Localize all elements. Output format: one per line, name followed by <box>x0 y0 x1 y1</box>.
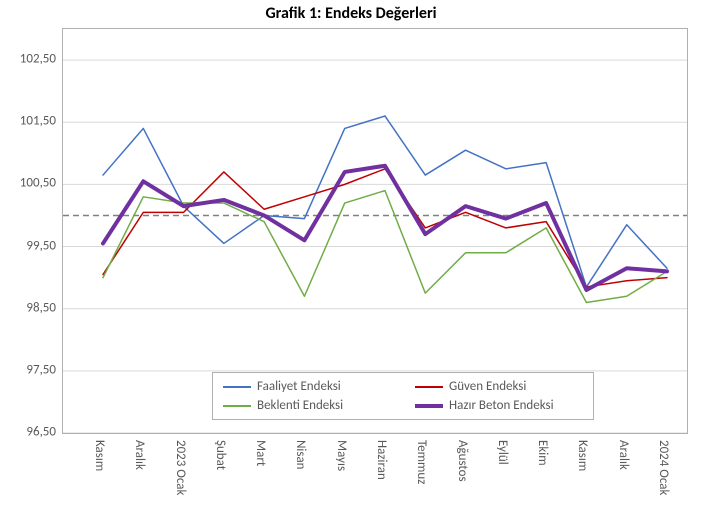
x-tick-label: Şubat <box>213 440 228 470</box>
x-tick-label: Eylül <box>495 440 510 465</box>
legend-swatch <box>415 386 443 388</box>
y-tick-label: 100,50 <box>6 176 56 191</box>
y-tick-label: 96,50 <box>6 425 56 440</box>
series-line-0 <box>103 116 667 287</box>
x-tick-label: Ağustos <box>455 440 470 482</box>
x-tick-label: Kasım <box>92 440 107 471</box>
x-tick-label: 2023 Ocak <box>173 440 188 495</box>
legend-swatch <box>223 405 251 407</box>
legend-item: Güven Endeksi <box>415 379 583 394</box>
x-tick-label: Ekim <box>535 440 550 466</box>
chart-container: Grafik 1: Endeks Değerleri 96,50 97,50 98,… <box>0 0 702 521</box>
legend-label: Faaliyet Endeksi <box>257 379 341 394</box>
y-tick-label: 98,50 <box>6 300 56 315</box>
x-tick-label: Nisan <box>293 440 308 470</box>
y-tick-label: 102,50 <box>6 52 56 67</box>
y-tick-label: 97,50 <box>6 362 56 377</box>
x-tick-label: 2024 Ocak <box>656 440 671 495</box>
legend: Faaliyet Endeksi Güven Endeksi Beklenti En… <box>212 372 594 420</box>
y-tick-label: 101,50 <box>6 114 56 129</box>
y-tick-label: 99,50 <box>6 238 56 253</box>
x-tick-label: Haziran <box>374 440 389 480</box>
legend-item: Beklenti Endeksi <box>223 398 391 413</box>
x-tick-label: Mart <box>253 440 268 466</box>
legend-label: Beklenti Endeksi <box>257 398 343 413</box>
x-tick-label: Aralık <box>616 440 631 470</box>
series-line-1 <box>103 169 667 287</box>
x-tick-label: Aralık <box>132 440 147 470</box>
chart-title: Grafik 1: Endeks Değerleri <box>0 4 702 23</box>
x-tick-label: Mayıs <box>334 440 349 471</box>
legend-swatch <box>223 386 251 388</box>
legend-label: Hazır Beton Endeksi <box>449 398 554 413</box>
legend-label: Güven Endeksi <box>449 379 526 394</box>
legend-swatch <box>415 404 443 408</box>
x-tick-label: Temmuz <box>414 440 429 484</box>
legend-item: Hazır Beton Endeksi <box>415 398 583 413</box>
legend-item: Faaliyet Endeksi <box>223 379 391 394</box>
x-tick-label: Kasım <box>575 440 590 471</box>
